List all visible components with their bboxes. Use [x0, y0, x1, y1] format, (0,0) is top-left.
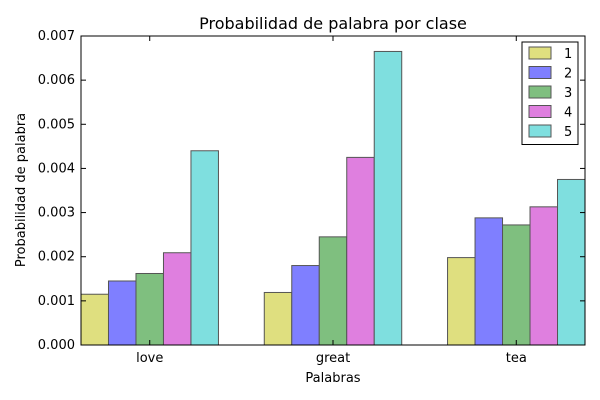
y-tick-label: 0.001 — [38, 294, 75, 309]
bar-series-5-tea — [557, 178, 586, 346]
bar-series-3-love — [135, 272, 164, 346]
x-axis: love great tea — [136, 36, 527, 366]
bar-series-4-love — [162, 252, 192, 346]
bar-series-3-tea — [502, 224, 531, 346]
legend-label-4: 4 — [564, 106, 572, 121]
legend-swatch-1 — [528, 46, 552, 60]
legend: 1 2 3 4 5 — [521, 41, 579, 145]
y-axis-label: Probabilidad de palabra — [14, 113, 29, 267]
legend-swatch-2 — [528, 66, 552, 79]
legend-label-2: 2 — [564, 67, 572, 82]
bar-series-1-great — [263, 291, 293, 346]
x-tick-label: love — [136, 351, 163, 366]
y-tick-label: 0.006 — [38, 73, 75, 88]
bar-series-5-great — [373, 50, 403, 346]
legend-swatch-3 — [528, 85, 552, 99]
x-tick-label: great — [316, 351, 350, 366]
bar-series-3-great — [318, 236, 348, 346]
y-tick-label: 0.005 — [38, 117, 75, 132]
legend-swatch-5 — [528, 124, 552, 138]
y-tick-label: 0.004 — [38, 161, 75, 176]
y-tick-label: 0.000 — [38, 338, 75, 353]
legend-label-1: 1 — [564, 47, 572, 62]
legend-label-3: 3 — [564, 86, 572, 101]
legend-swatch-4 — [528, 105, 552, 118]
bar-series-1-love — [80, 293, 109, 346]
bars-group — [80, 50, 586, 346]
legend-label-5: 5 — [564, 125, 572, 140]
bar-series-1-tea — [447, 257, 476, 346]
bar-series-2-love — [107, 280, 137, 346]
bar-series-4-tea — [529, 206, 559, 346]
bar-series-2-great — [291, 265, 320, 346]
y-axis: 0.000 0.001 0.002 0.003 0.004 0.005 0.006 0.007 — [38, 29, 585, 353]
y-tick-label: 0.007 — [38, 29, 75, 44]
x-tick-label: tea — [506, 351, 527, 366]
bar-series-4-great — [346, 156, 375, 346]
chart-title: Probabilidad de palabra por clase — [199, 14, 467, 33]
bar-series-2-tea — [474, 217, 504, 346]
y-tick-label: 0.003 — [38, 206, 75, 221]
bar-series-5-love — [190, 150, 219, 346]
x-axis-label: Palabras — [305, 371, 360, 386]
y-tick-label: 0.002 — [38, 250, 75, 265]
